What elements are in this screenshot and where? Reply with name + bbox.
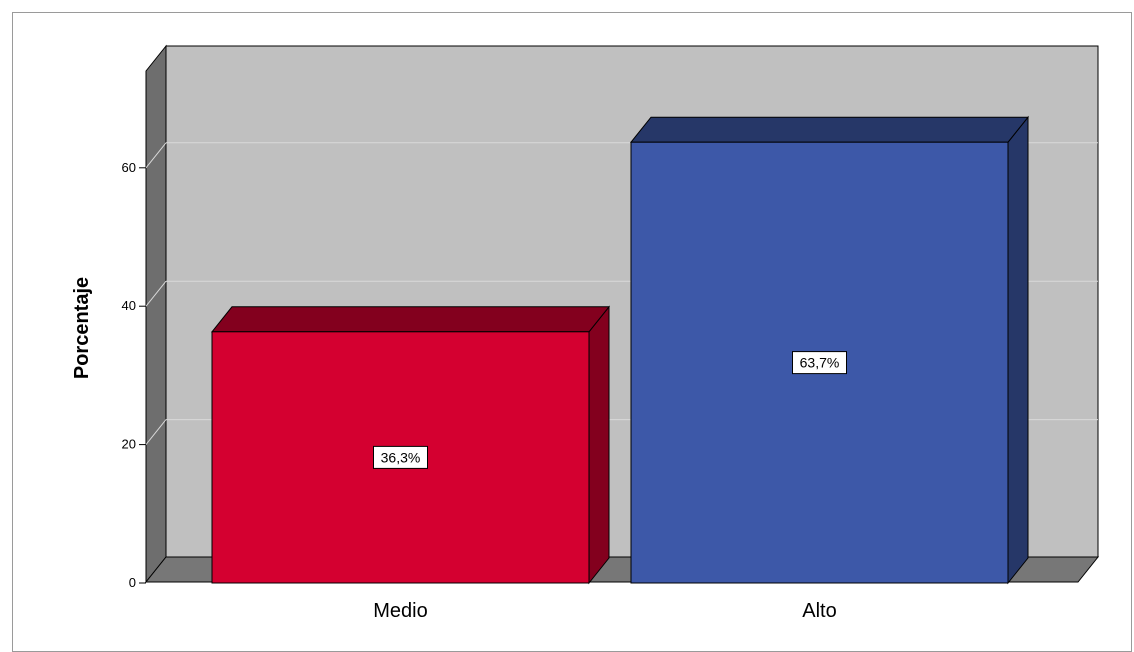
gridline-side (145, 142, 167, 169)
bar-chart: 36,3% 63,7% 0 20 40 60 Medio Alto Porcentaje (71, 44, 1100, 622)
y-axis-label: Porcentaje (71, 277, 93, 379)
x-axis-categories: Medio Alto (373, 600, 836, 622)
data-label-box (373, 445, 428, 469)
bars: 36,3% 63,7% (210, 115, 1030, 585)
data-label: 63,7% (800, 355, 840, 371)
bar-top (629, 116, 1030, 143)
y-tick-label: 0 (129, 575, 136, 590)
data-label-box (792, 351, 847, 375)
bar-side (588, 305, 610, 585)
gridline-side (145, 280, 167, 307)
bar-top (210, 306, 611, 333)
x-category-label: Medio (373, 600, 427, 622)
left-wall (145, 44, 167, 584)
y-tick-label: 40 (122, 298, 136, 313)
y-tick-label: 60 (122, 160, 136, 175)
gridline-side (145, 419, 167, 445)
x-category-label: Alto (802, 600, 836, 622)
data-label: 36,3% (381, 449, 421, 465)
y-axis-ticks: 0 20 40 60 (122, 160, 146, 590)
bar-alto: 63,7% (629, 115, 1030, 585)
bar-side (1007, 115, 1029, 585)
bar-medio: 36,3% (210, 305, 611, 585)
y-tick-label: 20 (122, 437, 136, 452)
